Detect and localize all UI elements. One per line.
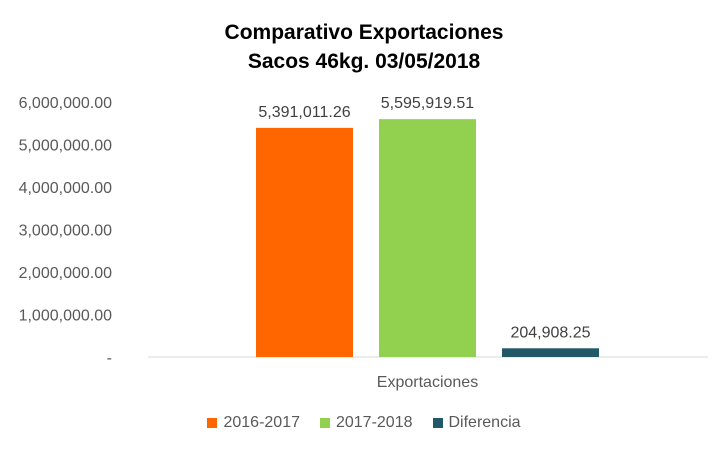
legend-label-2016-2017: 2016-2017 <box>223 414 300 431</box>
chart-title: Comparativo Exportaciones Sacos 46kg. 03… <box>0 18 728 76</box>
y-tick-label: 5,000,000.00 <box>19 138 113 155</box>
legend-swatch-2016-2017 <box>207 418 218 428</box>
data-label-2017-2018: 5,595,919.51 <box>381 95 475 112</box>
chart-subtitle: Sacos 46kg. 03/05/2018 <box>247 50 481 73</box>
legend-item-2017-2018: 2017-2018 <box>319 414 413 432</box>
legend-label-diferencia: Diferencia <box>448 414 521 431</box>
x-category-label: Exportaciones <box>377 374 478 391</box>
bar-2017-2018 <box>379 119 476 357</box>
bar-2016-2017 <box>256 127 353 357</box>
y-tick-label: 2,000,000.00 <box>19 265 113 282</box>
y-tick-label: 1,000,000.00 <box>19 308 113 325</box>
legend-label-2017-2018: 2017-2018 <box>335 414 413 431</box>
data-label-diferencia: 204,908.25 <box>510 324 590 341</box>
bar-diferencia <box>502 348 599 357</box>
y-tick-label: 4,000,000.00 <box>19 180 113 197</box>
y-tick-label: 3,000,000.00 <box>19 223 113 240</box>
chart-legend: 2016-2017 2017-2018 Diferencia <box>0 414 728 432</box>
y-tick-label: - <box>107 350 112 367</box>
chart-title-line1: Comparativo Exportaciones <box>224 21 504 44</box>
legend-item-diferencia: Diferencia <box>432 414 521 432</box>
legend-swatch-diferencia <box>432 418 443 428</box>
legend-item-2016-2017: 2016-2017 <box>207 414 300 432</box>
data-label-2016-2017: 5,391,011.26 <box>258 104 350 121</box>
y-tick-label: 6,000,000.00 <box>19 95 113 112</box>
legend-swatch-2017-2018 <box>319 418 330 428</box>
